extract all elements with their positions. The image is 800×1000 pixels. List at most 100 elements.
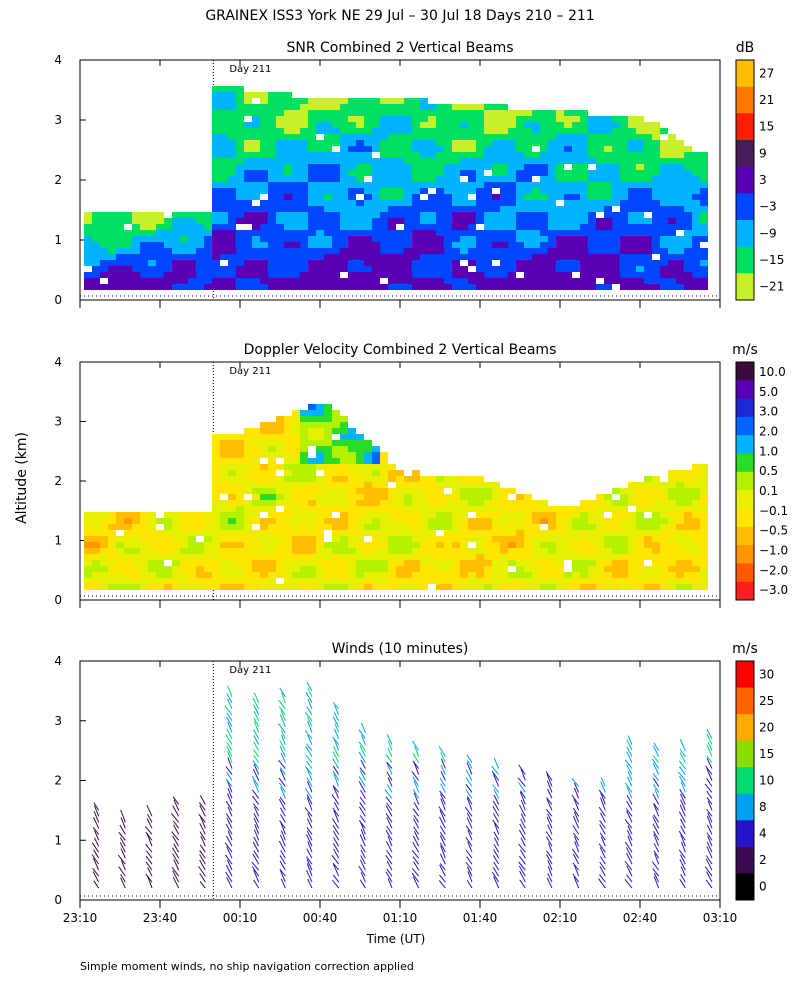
heatmap-cell xyxy=(236,506,244,512)
wind-barb xyxy=(172,870,180,883)
heatmap-cell xyxy=(164,272,172,278)
heatmap-cell xyxy=(316,452,324,458)
heatmap-cell xyxy=(204,224,212,230)
heatmap-cell xyxy=(572,260,580,266)
heatmap-cell xyxy=(652,224,660,230)
heatmap-cell xyxy=(700,284,708,290)
wind-barb xyxy=(280,729,286,739)
heatmap-cell xyxy=(428,260,436,266)
heatmap-cell xyxy=(316,488,324,494)
heatmap-cell xyxy=(372,140,380,146)
heatmap-cell xyxy=(612,578,620,584)
heatmap-cell xyxy=(324,518,332,524)
heatmap-cell xyxy=(348,170,356,176)
heatmap-cell xyxy=(300,242,308,248)
wind-barb xyxy=(412,835,420,847)
heatmap-cell xyxy=(228,212,236,218)
heatmap-cell xyxy=(612,572,620,578)
heatmap-cell xyxy=(388,140,396,146)
heatmap-cell xyxy=(276,446,284,452)
wind-barb xyxy=(280,821,286,835)
wind-barb xyxy=(385,805,393,817)
heatmap-cell xyxy=(436,476,444,482)
heatmap-cell xyxy=(636,230,644,236)
heatmap-cell xyxy=(572,170,580,176)
heatmap-cell xyxy=(372,194,380,200)
heatmap-cell xyxy=(220,188,228,194)
heatmap-cell xyxy=(556,188,564,194)
wind-barb xyxy=(120,848,126,859)
heatmap-cell xyxy=(588,176,596,182)
wind-barb xyxy=(361,722,366,733)
heatmap-cell xyxy=(348,482,356,488)
heatmap-cell xyxy=(228,110,236,116)
heatmap-cell xyxy=(444,272,452,278)
wind-barb xyxy=(225,871,233,883)
wind-barb xyxy=(679,766,686,775)
heatmap-cell xyxy=(492,236,500,242)
heatmap-cell xyxy=(204,542,212,548)
wind-barb xyxy=(467,841,473,853)
heatmap-cell xyxy=(244,572,252,578)
heatmap-cell xyxy=(220,536,228,542)
heatmap-cell xyxy=(460,500,468,506)
heatmap-cell xyxy=(276,212,284,218)
heatmap-cell xyxy=(324,146,332,152)
heatmap-cell xyxy=(164,236,172,242)
heatmap-cell xyxy=(428,206,436,212)
heatmap-cell xyxy=(460,548,468,554)
wind-barb xyxy=(546,797,553,805)
heatmap-cell xyxy=(436,152,444,158)
heatmap-cell xyxy=(404,176,412,182)
heatmap-cell xyxy=(500,176,508,182)
day-marker-label: Day 211 xyxy=(229,366,271,377)
wind-barb xyxy=(121,860,126,871)
wind-barb xyxy=(227,750,233,763)
wind-barb xyxy=(679,859,686,871)
heatmap-cell xyxy=(364,566,372,572)
heatmap-cell xyxy=(548,506,556,512)
wind-barb xyxy=(491,765,500,775)
heatmap-cell xyxy=(228,116,236,122)
heatmap-cell xyxy=(276,242,284,248)
colorbar-tick-label: 15 xyxy=(759,747,774,761)
colorbar-segment xyxy=(736,545,754,564)
heatmap-cell xyxy=(236,110,244,116)
wind-barb xyxy=(599,874,606,883)
heatmap-cell xyxy=(500,230,508,236)
heatmap-cell xyxy=(500,212,508,218)
heatmap-cell xyxy=(300,284,308,290)
wind-barb xyxy=(573,787,580,799)
heatmap-cell xyxy=(644,572,652,578)
heatmap-cell xyxy=(620,266,628,272)
wind-barb xyxy=(279,855,286,865)
heatmap-cell xyxy=(692,494,700,500)
heatmap-cell xyxy=(676,152,684,158)
heatmap-cell xyxy=(452,248,460,254)
heatmap-cell xyxy=(132,560,140,566)
heatmap-cell xyxy=(548,224,556,230)
heatmap-cell xyxy=(468,200,476,206)
heatmap-cell xyxy=(620,272,628,278)
heatmap-cell xyxy=(508,572,516,578)
heatmap-cell xyxy=(212,446,220,452)
heatmap-cell xyxy=(284,512,292,518)
heatmap-cell xyxy=(628,560,636,566)
heatmap-cell xyxy=(340,236,348,242)
heatmap-cell xyxy=(668,176,676,182)
colorbar-segment xyxy=(736,398,754,418)
wind-barb xyxy=(547,788,553,799)
heatmap-cell xyxy=(428,140,436,146)
heatmap-cell xyxy=(212,524,220,530)
wind-barb xyxy=(226,745,233,757)
heatmap-cell xyxy=(268,248,276,254)
heatmap-cell xyxy=(380,254,388,260)
heatmap-cell xyxy=(228,242,236,248)
heatmap-cell xyxy=(492,200,500,206)
heatmap-cell xyxy=(596,578,604,584)
heatmap-cell xyxy=(212,164,220,170)
heatmap-cell xyxy=(292,446,300,452)
heatmap-cell xyxy=(292,428,300,434)
heatmap-cell xyxy=(652,266,660,272)
heatmap-cell xyxy=(556,182,564,188)
